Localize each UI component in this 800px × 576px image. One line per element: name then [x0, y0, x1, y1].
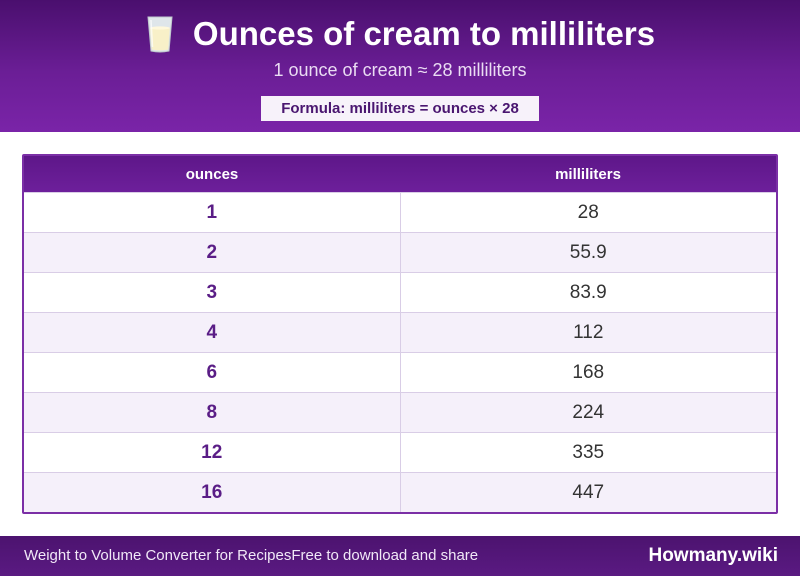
ounces-cell: 2 [24, 232, 401, 273]
table-row: 3 83.9 [24, 272, 776, 313]
table-row: 4 112 [24, 312, 776, 353]
milliliters-cell: 83.9 [400, 272, 776, 313]
milliliters-cell: 224 [400, 392, 776, 433]
footer-tagline: Weight to Volume Converter for RecipesFr… [24, 536, 478, 576]
ounces-cell: 16 [24, 472, 401, 512]
column-header-ounces: ounces [24, 156, 400, 193]
table-row: 12 335 [24, 432, 776, 473]
page-subtitle: 1 ounce of cream ≈ 28 milliliters [273, 60, 527, 80]
ounces-cell: 4 [24, 312, 401, 353]
ounces-cell: 1 [24, 192, 401, 233]
ounces-cell: 8 [24, 392, 401, 433]
ounces-cell: 6 [24, 352, 401, 393]
table-row: 8 224 [24, 392, 776, 433]
page-title: Ounces of cream to milliliters [192, 15, 656, 52]
milliliters-cell: 28 [400, 192, 776, 233]
table-row: 1 28 [24, 192, 776, 233]
table-row: 16 447 [24, 472, 776, 512]
ounces-cell: 3 [24, 272, 401, 313]
footer-bar: Weight to Volume Converter for RecipesFr… [0, 536, 800, 576]
milliliters-cell: 112 [400, 312, 776, 353]
milliliters-cell: 447 [400, 472, 776, 512]
milliliters-cell: 168 [400, 352, 776, 393]
brand-logo-text[interactable]: Howmany.wiki [648, 545, 778, 566]
milk-glass-icon [147, 16, 173, 53]
conversion-table: ounces milliliters 1 28 2 55.9 3 83.9 4 … [22, 154, 778, 514]
table-row: 2 55.9 [24, 232, 776, 273]
formula-badge: Formula: milliliters = ounces × 28 [261, 96, 539, 121]
ounces-cell: 12 [24, 432, 401, 473]
milliliters-cell: 335 [400, 432, 776, 473]
header-banner: Ounces of cream to milliliters 1 ounce o… [0, 0, 800, 132]
title-row: Ounces of cream to milliliters [0, 13, 800, 55]
footer-share-text: Free to download and share [291, 547, 479, 564]
table-row: 6 168 [24, 352, 776, 393]
milliliters-cell: 55.9 [400, 232, 776, 273]
table-header-row: ounces milliliters [24, 156, 776, 193]
column-header-milliliters: milliliters [400, 156, 776, 193]
footer-converter-text: Weight to Volume Converter for Recipes [24, 547, 292, 564]
